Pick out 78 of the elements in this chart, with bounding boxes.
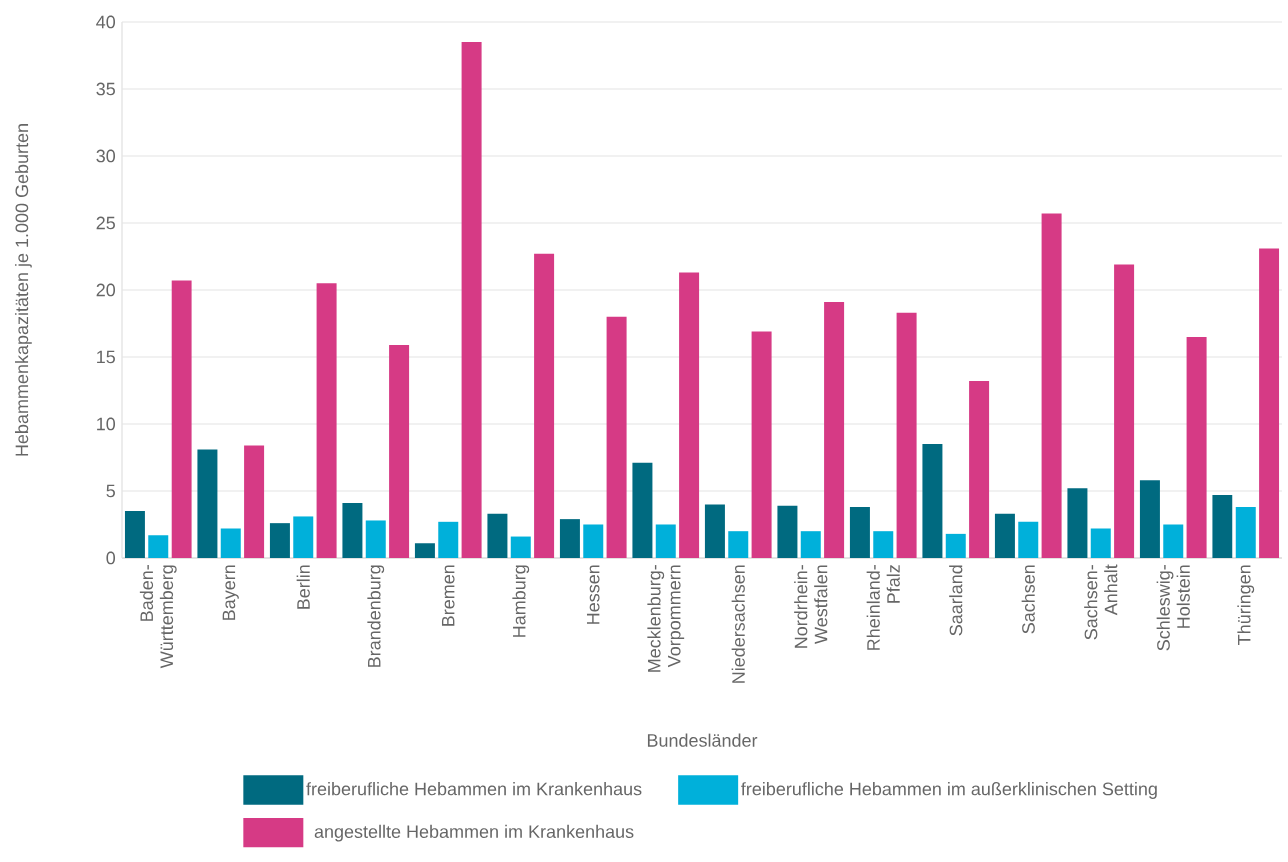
bar — [124, 511, 145, 558]
bar — [679, 272, 700, 558]
y-tick-label: 25 — [96, 216, 115, 230]
x-tick-label: Brandenburg — [367, 565, 385, 667]
y-tick-label: 30 — [96, 149, 116, 163]
x-axis-title: Bundesländer — [647, 733, 758, 747]
bar — [1090, 528, 1111, 558]
bar — [632, 462, 653, 558]
x-tick-label: Mecklenburg-Vorpommern — [647, 565, 685, 672]
y-axis-title: Hebammenkapazitäten je 1.000 Geburten — [15, 124, 32, 456]
x-tick-label: Bremen — [441, 565, 455, 626]
bar — [342, 503, 363, 558]
bar — [728, 531, 749, 558]
bar — [171, 280, 192, 558]
x-tick-label: Thüringen — [1237, 565, 1255, 645]
bar — [655, 524, 676, 558]
bar — [1139, 480, 1160, 558]
bar — [1163, 524, 1184, 558]
y-tick-label: 20 — [96, 283, 116, 297]
bar — [751, 331, 772, 558]
bar — [1235, 507, 1256, 558]
bar — [461, 42, 482, 558]
legend-label: angestellte Hebammen im Krankenhaus — [314, 824, 634, 842]
bar — [922, 444, 943, 558]
bar — [510, 536, 531, 558]
bar — [534, 253, 555, 558]
bar — [487, 513, 508, 558]
bar — [777, 505, 798, 558]
bar — [244, 445, 265, 558]
x-tick-label: Berlin — [296, 565, 310, 609]
bar — [148, 535, 169, 558]
x-tick-label: Niedersachsen — [731, 565, 745, 683]
bar — [220, 528, 241, 558]
y-tick-label: 15 — [97, 350, 115, 364]
bar — [365, 520, 386, 558]
bar — [1067, 488, 1088, 558]
legend-label: freiberufliche Hebammen im Krankenhaus — [306, 782, 642, 796]
bar — [1041, 213, 1062, 558]
y-tick-label: 10 — [97, 417, 116, 431]
bar — [583, 524, 604, 558]
bar — [293, 516, 314, 558]
y-tick-label: 40 — [96, 15, 116, 29]
bar — [873, 531, 894, 558]
bar — [414, 543, 435, 558]
x-tick-label: Bayern — [222, 565, 239, 620]
bar — [896, 312, 917, 558]
bar — [1018, 521, 1039, 558]
y-tick-label: 5 — [106, 484, 115, 498]
x-tick-label: Sachsen — [1021, 565, 1035, 634]
x-tick-label: Nordrhein-Westfalen — [794, 565, 828, 648]
y-tick-label: 0 — [106, 551, 116, 565]
legend-label: freiberufliche Hebammen im außerklinischen Setting — [741, 782, 1157, 799]
bar — [606, 316, 627, 558]
bar — [316, 283, 337, 558]
bar — [1114, 264, 1135, 558]
x-tick-label: Sachsen-Anhalt — [1084, 564, 1118, 640]
bar — [994, 513, 1015, 558]
bar — [1259, 248, 1280, 558]
bar — [1186, 336, 1207, 558]
x-tick-label: Hessen — [586, 565, 600, 624]
bar — [969, 381, 990, 558]
x-tick-label: Baden-Württemberg — [139, 565, 177, 669]
bar — [849, 507, 870, 558]
bar — [824, 302, 845, 558]
x-tick-label: Saarland — [949, 565, 963, 636]
y-tick-label: 35 — [96, 82, 115, 96]
bar — [1212, 495, 1233, 558]
bar — [704, 504, 725, 558]
bar — [438, 521, 459, 558]
bar — [800, 531, 821, 558]
bar — [389, 344, 410, 558]
bar — [269, 523, 290, 558]
bar — [197, 449, 218, 558]
x-tick-label: Hamburg — [512, 565, 530, 637]
bar — [559, 519, 580, 558]
x-tick-label: Schleswig-Holstein — [1156, 565, 1190, 651]
x-tick-label: Rheinland-Pfalz — [866, 565, 900, 650]
bar — [945, 533, 966, 558]
